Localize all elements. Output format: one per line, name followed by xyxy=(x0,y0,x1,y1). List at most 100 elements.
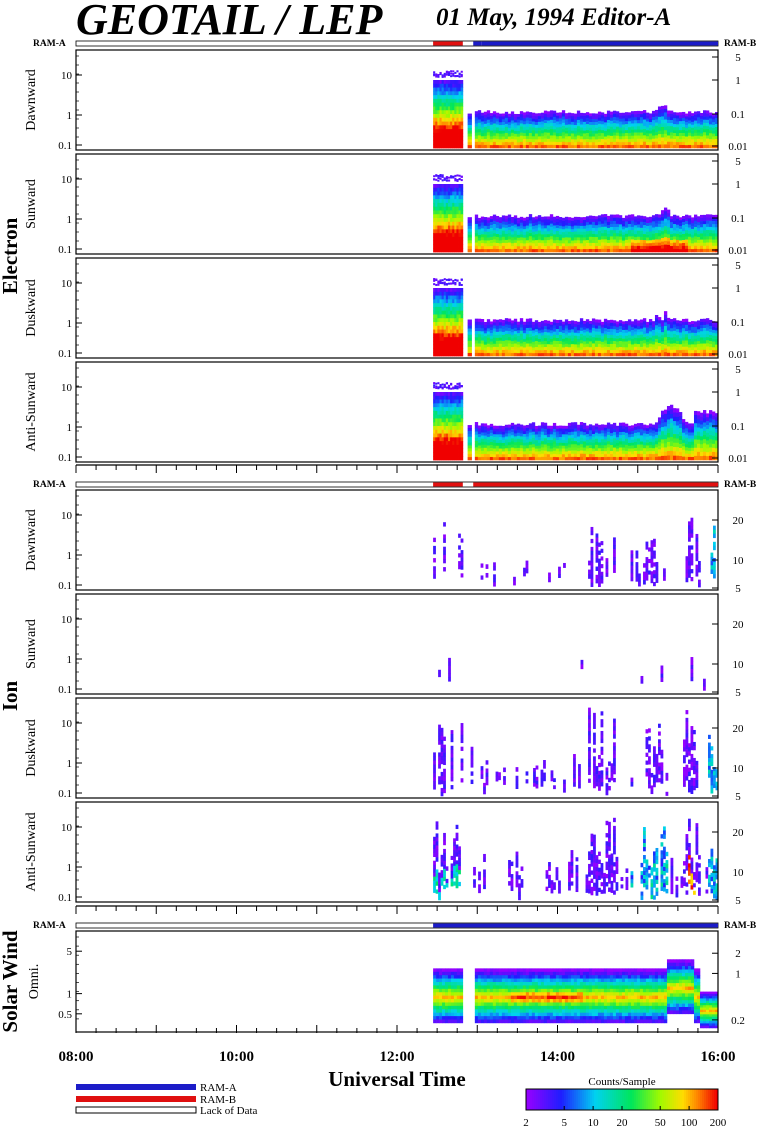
heatmap-cell xyxy=(678,335,683,339)
heatmap-cell xyxy=(454,187,457,192)
heatmap-cell xyxy=(654,236,659,240)
heatmap-cell xyxy=(441,437,445,442)
heatmap-cell xyxy=(546,329,551,333)
heatmap-cell xyxy=(458,410,462,416)
heatmap-cell xyxy=(582,142,587,146)
heatmap-cell xyxy=(669,132,674,136)
heatmap-cell xyxy=(543,116,548,121)
heatmap-cell xyxy=(483,120,488,125)
heatmap-cell xyxy=(597,340,602,345)
heatmap-cell xyxy=(495,331,500,336)
heatmap-cell xyxy=(458,98,462,104)
heatmap-cell xyxy=(458,399,462,404)
heatmap-cell xyxy=(615,223,620,228)
heatmap-cell xyxy=(477,144,482,149)
heatmap-cell xyxy=(567,347,572,351)
heatmap-cell xyxy=(708,139,713,143)
heatmap-cell xyxy=(486,319,491,323)
heatmap-cell xyxy=(567,145,572,149)
heatmap-cell xyxy=(439,348,442,353)
heatmap-cell xyxy=(510,228,515,232)
heatmap-cell xyxy=(439,340,442,346)
heatmap-cell xyxy=(648,435,653,440)
heatmap-cell xyxy=(437,281,440,284)
heatmap-cell xyxy=(537,130,542,134)
heatmap-cell xyxy=(443,444,447,450)
heatmap-cell xyxy=(609,454,614,458)
heatmap-cell xyxy=(537,248,542,253)
heatmap-cell xyxy=(702,132,707,136)
heatmap-cell xyxy=(675,121,680,125)
heatmap-cell xyxy=(573,228,578,232)
heatmap-cell xyxy=(454,248,457,253)
heatmap-cell xyxy=(452,337,455,342)
heatmap-cell xyxy=(651,135,656,140)
heatmap-cell xyxy=(621,431,626,436)
heatmap-cell xyxy=(714,330,719,334)
heatmap-cell xyxy=(714,136,719,140)
heatmap-cell xyxy=(714,217,719,222)
heatmap-cell xyxy=(489,450,494,455)
heatmap-cell xyxy=(501,236,506,241)
heatmap-cell xyxy=(439,129,442,134)
heatmap-cell xyxy=(458,426,462,431)
heatmap-cell xyxy=(699,127,704,131)
heatmap-cell xyxy=(588,323,593,328)
heatmap-cell xyxy=(669,337,674,341)
heatmap-cell xyxy=(675,451,680,456)
heatmap-cell xyxy=(675,133,680,137)
heatmap-cell xyxy=(495,437,500,441)
heatmap-cell xyxy=(498,334,503,338)
heatmap-cell xyxy=(540,428,545,432)
heatmap-cell xyxy=(648,331,653,335)
heatmap-cell xyxy=(447,295,451,300)
heatmap-cell xyxy=(492,138,497,143)
heatmap-cell xyxy=(450,444,453,450)
heatmap-cell xyxy=(681,449,686,454)
heatmap-cell xyxy=(458,140,462,145)
heatmap-cell xyxy=(489,347,494,351)
heatmap-cell xyxy=(603,229,608,234)
heatmap-cell xyxy=(588,215,593,219)
heatmap-cell xyxy=(441,456,445,461)
heatmap-cell xyxy=(537,336,542,340)
heatmap-cell xyxy=(445,140,449,145)
heatmap-cell xyxy=(513,130,518,135)
heatmap-cell xyxy=(606,441,611,445)
heatmap-cell xyxy=(597,448,602,452)
heatmap-cell xyxy=(597,248,602,253)
heatmap-cell xyxy=(663,123,668,127)
heatmap-cell xyxy=(458,91,462,96)
heatmap-cell xyxy=(525,222,530,226)
heatmap-cell xyxy=(452,322,455,327)
heatmap-cell xyxy=(570,425,575,429)
heatmap-cell xyxy=(678,428,683,433)
heatmap-cell xyxy=(576,144,581,149)
heatmap-cell xyxy=(564,145,569,149)
heatmap-cell xyxy=(445,218,449,223)
heatmap-cell xyxy=(439,288,442,293)
heatmap-cell xyxy=(450,106,453,111)
heatmap-cell xyxy=(510,438,515,442)
heatmap-cell xyxy=(460,83,464,88)
heatmap-cell xyxy=(504,439,509,443)
heatmap-cell xyxy=(450,399,453,404)
heatmap-cell xyxy=(486,433,491,438)
heatmap-cell xyxy=(445,407,449,412)
heatmap-cell xyxy=(684,119,689,123)
heatmap-cell xyxy=(582,332,587,336)
heatmap-cell xyxy=(549,217,554,221)
heatmap-cell xyxy=(537,121,542,126)
heatmap-cell xyxy=(458,80,462,85)
heatmap-cell xyxy=(454,210,457,215)
heatmap-cell xyxy=(597,126,602,131)
heatmap-cell xyxy=(597,218,602,222)
heatmap-cell xyxy=(588,448,593,452)
heatmap-cell xyxy=(467,457,472,461)
heatmap-cell xyxy=(489,142,494,146)
heatmap-cell xyxy=(439,106,442,111)
heatmap-cell xyxy=(567,425,572,430)
heatmap-cell xyxy=(513,221,518,225)
heatmap-cell xyxy=(600,433,605,437)
heatmap-cell xyxy=(708,136,713,140)
